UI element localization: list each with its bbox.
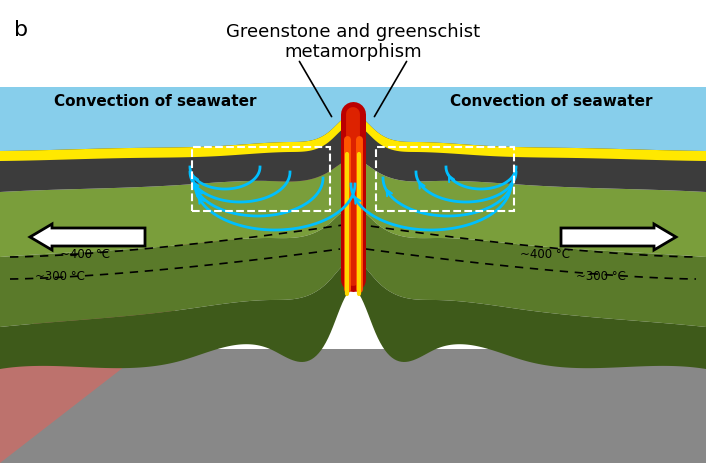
Text: Convection of seawater: Convection of seawater — [450, 94, 652, 109]
Polygon shape — [0, 207, 706, 327]
Bar — [0, 349, 706, 463]
Bar — [192, 148, 330, 212]
Bar — [376, 148, 514, 212]
Text: ~300 °C: ~300 °C — [576, 269, 626, 282]
Text: b: b — [14, 20, 28, 40]
FancyArrow shape — [30, 225, 145, 250]
Text: Convection of seawater: Convection of seawater — [54, 94, 256, 109]
Text: ~300 °C: ~300 °C — [35, 269, 85, 282]
Polygon shape — [0, 160, 706, 257]
Polygon shape — [0, 115, 358, 463]
Polygon shape — [0, 115, 706, 193]
Bar — [0, 0, 706, 88]
Text: ~400 °C: ~400 °C — [60, 247, 110, 260]
Bar — [0, 88, 706, 152]
FancyArrow shape — [561, 225, 676, 250]
Polygon shape — [0, 115, 706, 162]
Polygon shape — [0, 261, 706, 369]
Text: ~400 °C: ~400 °C — [520, 247, 570, 260]
Text: Greenstone and greenschist
metamorphism: Greenstone and greenschist metamorphism — [226, 23, 480, 61]
